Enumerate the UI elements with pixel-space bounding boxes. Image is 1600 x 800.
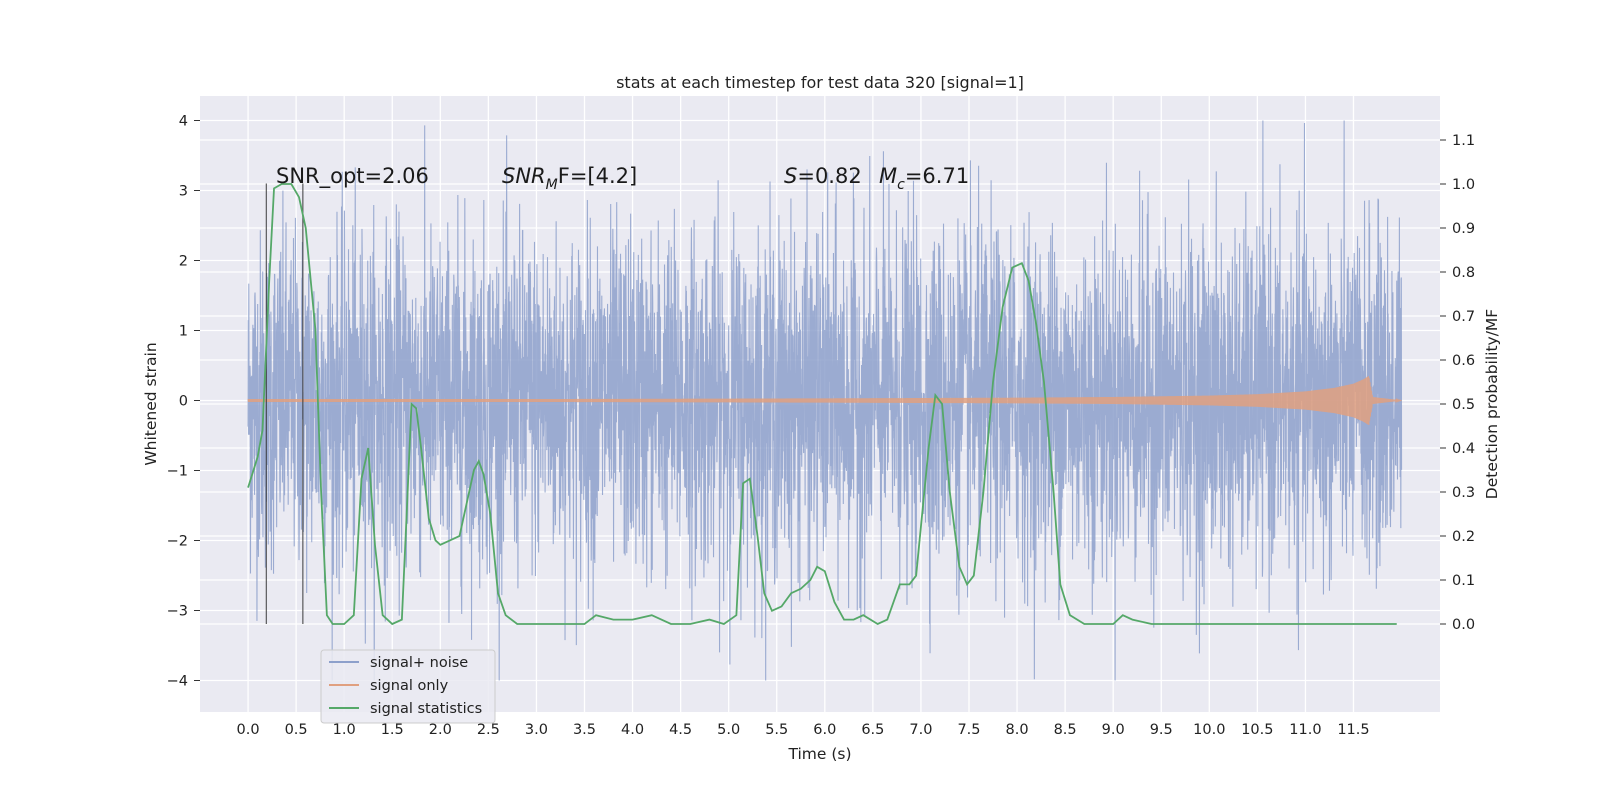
x-tick-label: 0.0 xyxy=(237,722,260,738)
y-tick-label: 2 xyxy=(179,254,188,270)
y-right-tick-label: 0.3 xyxy=(1452,485,1475,501)
x-tick-label: 8.0 xyxy=(1006,722,1029,738)
x-tick-label: 9.5 xyxy=(1150,722,1173,738)
x-tick-label: 2.0 xyxy=(429,722,452,738)
y-right-tick-label: 0.0 xyxy=(1452,617,1475,633)
data-layer xyxy=(247,120,1403,681)
x-axis-label: Time (s) xyxy=(787,745,851,763)
x-tick-label: 8.5 xyxy=(1054,722,1077,738)
y-axis-label: Whitened strain xyxy=(142,342,160,465)
chart-title: stats at each timestep for test data 320… xyxy=(616,73,1024,92)
y-tick-label: −2 xyxy=(167,534,188,550)
x-tick-label: 3.0 xyxy=(525,722,548,738)
annotation-mc: Mc=6.71 xyxy=(879,164,969,193)
y-right-tick-label: 0.6 xyxy=(1452,353,1475,369)
y-right-tick-label: 0.7 xyxy=(1452,309,1475,325)
x-tick-layer: 0.0 0.5 1.0 1.5 2.0 2.5 3.0 3.5 4.0 4.5 5.0 5.5 6.0 6… xyxy=(237,722,1370,738)
x-tick-label: 2.5 xyxy=(477,722,500,738)
y-right-tick-label: 1.1 xyxy=(1452,133,1475,149)
x-tick-label: 5.0 xyxy=(717,722,740,738)
series-signal-statistics-line xyxy=(247,183,1397,626)
annotation-snr-mf-sub: M xyxy=(546,177,558,193)
annotation-snr-mf-rest: F=[4.2] xyxy=(558,164,637,188)
x-tick-label: 7.0 xyxy=(909,722,932,738)
series-signal-noise-line xyxy=(247,120,1403,681)
annotation-mc-main: M xyxy=(879,164,897,188)
y-right-tick-label: 0.2 xyxy=(1452,529,1475,545)
x-tick-label: 11.5 xyxy=(1337,722,1369,738)
y-axis-right-label: Detection probability/MF xyxy=(1483,309,1501,500)
x-tick-label: 11.0 xyxy=(1289,722,1321,738)
legend-box xyxy=(320,649,496,724)
legend-label-signal-noise: signal+ noise xyxy=(370,655,468,671)
legend-label-signal-only: signal only xyxy=(370,678,449,694)
y-tick-label: −1 xyxy=(167,464,188,480)
series-signal-only-line xyxy=(247,376,1402,426)
x-tick-label: 5.5 xyxy=(765,722,788,738)
y-right-tick-label: 0.8 xyxy=(1452,265,1475,281)
x-tick-label: 0.5 xyxy=(285,722,308,738)
y-right-tick-label: 0.9 xyxy=(1452,221,1475,237)
y-tick-label: 3 xyxy=(179,184,188,200)
x-tick-label: 3.5 xyxy=(573,722,596,738)
x-tick-label: 6.0 xyxy=(813,722,836,738)
annotation-snr-mf: SNRMF=[4.2] xyxy=(502,164,637,193)
y-right-tick-label: 0.1 xyxy=(1452,573,1475,589)
annotation-mc-sub: c xyxy=(897,177,905,193)
y-tick-label: −3 xyxy=(167,604,188,620)
annotation-s-main: S xyxy=(784,164,797,188)
annotation-snr-opt: SNR_opt=2.06 xyxy=(276,164,429,189)
y-tick-label: −4 xyxy=(167,674,188,690)
annotation-s: S=0.82 xyxy=(784,164,862,188)
y-tick-label: 0 xyxy=(179,394,188,410)
legend-label-signal-statistics: signal statistics xyxy=(370,701,482,717)
annotation-mc-rest: =6.71 xyxy=(905,164,969,188)
y-tick-label: 1 xyxy=(179,324,188,340)
x-tick-label: 10.5 xyxy=(1241,722,1273,738)
legend: signal+ noise signal only signal statist… xyxy=(320,649,496,724)
x-tick-label: 6.5 xyxy=(861,722,884,738)
annotation-snr-mf-main: SNR xyxy=(502,164,546,188)
x-tick-label: 1.0 xyxy=(333,722,356,738)
y-right-tick-label: 0.4 xyxy=(1452,441,1475,457)
x-tick-label: 4.5 xyxy=(669,722,692,738)
y-tick-label: 4 xyxy=(179,114,188,130)
y-right-tick-label: 0.5 xyxy=(1452,397,1475,413)
y-right-tick-label: 1.0 xyxy=(1452,177,1475,193)
x-tick-label: 10.0 xyxy=(1193,722,1225,738)
y-tick-layer: 4 3 2 1 0 −1 −2 −3 −4 xyxy=(167,114,200,690)
x-tick-label: 1.5 xyxy=(381,722,404,738)
x-tick-label: 9.0 xyxy=(1102,722,1125,738)
x-tick-label: 4.0 xyxy=(621,722,644,738)
x-tick-label: 7.5 xyxy=(957,722,980,738)
marker-layer xyxy=(247,183,1397,626)
annotation-s-rest: =0.82 xyxy=(797,164,861,188)
y-right-tick-layer: 1.1 1.0 0.9 0.8 0.7 0.6 0.5 0.4 0.3 0.2 0.1 0.0 xyxy=(1440,133,1475,633)
